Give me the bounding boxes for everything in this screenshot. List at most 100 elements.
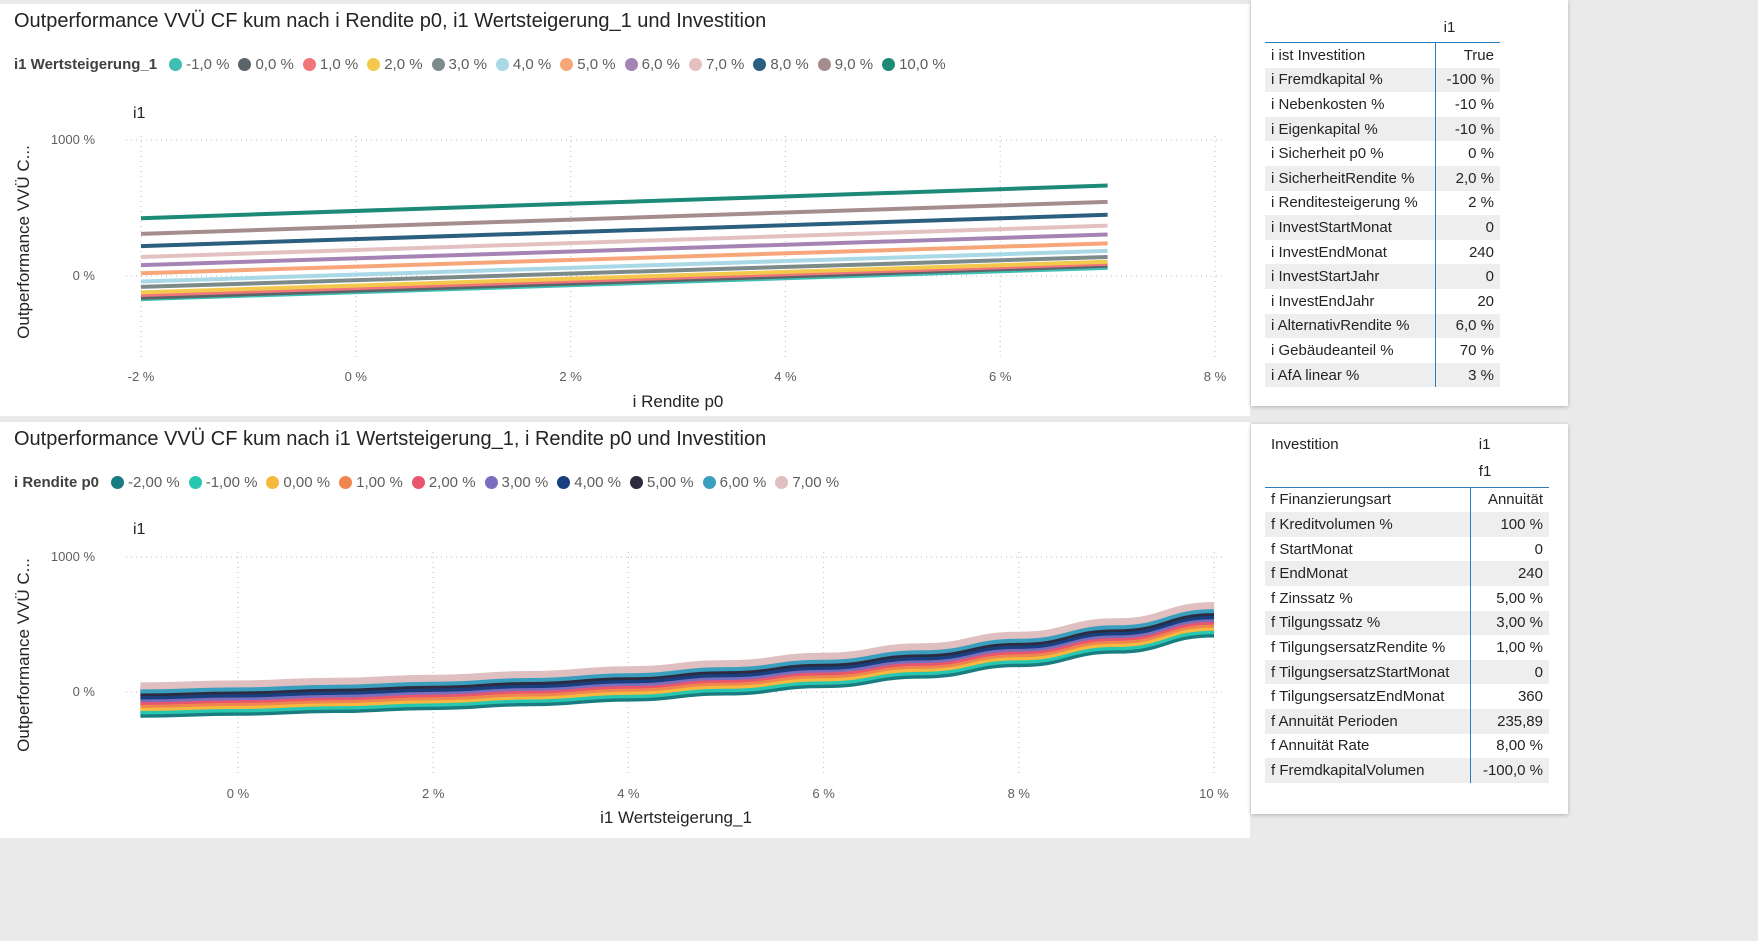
row-header-title: Investition	[1271, 435, 1339, 453]
matrix-row: f Annuität Perioden 235,89	[1265, 708, 1549, 734]
legend-item[interactable]: -1,0 %	[169, 56, 229, 73]
row-value: 0	[1435, 215, 1500, 240]
legend-item[interactable]: 2,00 %	[411, 474, 476, 491]
chart-panel-top: Outperformance VVÜ CF kum nach i Rendite…	[0, 4, 1250, 416]
x-tick-label: 6 %	[989, 369, 1012, 384]
row-value: True	[1435, 42, 1500, 68]
series-line[interactable]	[140, 254, 1108, 289]
row-label: i InvestEndJahr	[1271, 292, 1375, 310]
chart-title: Outperformance VVÜ CF kum nach i Rendite…	[14, 10, 767, 32]
legend-marker	[188, 475, 202, 489]
legend-label: 1,0 %	[319, 55, 359, 73]
row-value: 3,00 %	[1470, 610, 1549, 636]
row-label: f EndMonat	[1265, 561, 1471, 586]
series-line[interactable]	[140, 212, 1108, 249]
y-axis-title: Outperformance VVÜ C...	[14, 145, 33, 339]
header-corner	[1265, 456, 1471, 488]
matrix-table: Investition i1 f1 f Finanzierungsart Annu…	[1265, 432, 1549, 783]
x-tick-label: 0 %	[345, 369, 368, 384]
matrix-row: i SicherheitRendite % 2,0 %	[1265, 165, 1500, 191]
matrix-investition: i1 i ist Investition True i Fremdkapital %…	[1251, 0, 1568, 406]
matrix-row: f Finanzierungsart Annuität	[1265, 487, 1549, 513]
legend-label: -1,0 %	[186, 55, 230, 73]
legend-label: 2,0 %	[384, 55, 423, 73]
legend-item[interactable]: 10,0 %	[882, 56, 946, 73]
legend-label: 3,0 %	[448, 55, 487, 73]
series-line[interactable]	[140, 223, 1108, 259]
matrix-row: i AfA linear % 3 %	[1265, 362, 1500, 388]
legend-marker	[367, 57, 381, 71]
series-line[interactable]	[140, 606, 1215, 694]
matrix-row: i Eigenkapital % -10 %	[1265, 116, 1500, 142]
row-label: f Finanzierungsart	[1271, 491, 1392, 509]
legend-item[interactable]: 6,0 %	[624, 56, 680, 73]
x-tick-label: 4 %	[774, 369, 797, 384]
legend-item[interactable]: 2,0 %	[367, 55, 423, 73]
matrix-finanzierung: Investition i1 f1 f Finanzierungsart Annu…	[1251, 424, 1568, 814]
row-label: f TilgungsersatzStartMonat	[1265, 659, 1471, 685]
legend-item[interactable]: 9,0 %	[817, 56, 873, 73]
y-axis-title: Outperformance VVÜ C...	[14, 558, 33, 752]
matrix-row: f Tilgungssatz % 3,00 %	[1265, 610, 1549, 636]
series-line[interactable]	[140, 259, 1108, 295]
row-label: i Sicherheit p0 %	[1271, 145, 1384, 163]
legend-item[interactable]: -2,00 %	[111, 474, 180, 491]
legend-item[interactable]: -1,00 %	[188, 474, 257, 491]
legend-items: -2,00 % -1,00 % 0,00 % 1,00 % 2,00 % 3,00 % 4,…	[111, 474, 848, 491]
legend-label: 0,0 %	[255, 55, 294, 73]
y-tick-label: 0 %	[73, 684, 96, 699]
series-line[interactable]	[140, 183, 1108, 221]
x-tick-label: 2 %	[422, 786, 445, 801]
row-label: i AfA linear %	[1265, 362, 1436, 388]
legend-item[interactable]: 7,0 %	[688, 55, 745, 73]
series-line[interactable]	[140, 199, 1108, 236]
legend-item[interactable]: 3,0 %	[431, 55, 487, 73]
legend-item[interactable]: 3,00 %	[484, 474, 548, 491]
series-line[interactable]	[140, 602, 1215, 690]
legend-label: 7,0 %	[705, 55, 745, 73]
matrix-row: i Gebäudeanteil % 70 %	[1265, 338, 1500, 363]
legend-item[interactable]: 4,00 %	[557, 474, 621, 491]
row-label: i InvestStartMonat	[1265, 215, 1436, 240]
small-multiple-label: i1	[133, 521, 146, 538]
row-value: 0	[1470, 659, 1549, 685]
row-value: -100,0 %	[1470, 758, 1549, 783]
legend-item[interactable]: 5,0 %	[560, 56, 616, 73]
y-tick-label: 0 %	[73, 268, 96, 283]
row-label: i AlternativRendite %	[1265, 313, 1436, 339]
row-value: 240	[1435, 239, 1500, 265]
legend-item[interactable]: 0,0 %	[238, 55, 294, 73]
legend-marker	[302, 57, 316, 71]
legend-item[interactable]: 4,0 %	[495, 55, 552, 73]
row-value: 360	[1470, 684, 1549, 709]
legend-marker	[775, 475, 789, 489]
legend-label: -2,00 %	[128, 473, 180, 491]
legend-item[interactable]: 5,00 %	[629, 474, 694, 491]
legend-item[interactable]: 6,00 %	[702, 474, 766, 491]
matrix-row: f Zinssatz % 5,00 %	[1265, 585, 1549, 611]
row-value: -10 %	[1435, 116, 1500, 142]
row-value: 0 %	[1435, 141, 1500, 166]
row-value: 2 %	[1435, 190, 1500, 216]
line-chart-top: i1 1000 % 0 % -2 % 0 % 2 % 4 % 6 % 8 % i Rendite …	[14, 105, 1227, 411]
legend-label: 4,0 %	[512, 55, 552, 73]
chart-panel-bottom: Outperformance VVÜ CF kum nach i1 Wertst…	[0, 422, 1250, 838]
series-line[interactable]	[140, 232, 1108, 268]
legend-item[interactable]: 1,00 %	[339, 474, 403, 491]
matrix-row: f TilgungsersatzEndMonat 360	[1265, 684, 1549, 709]
series-line[interactable]	[140, 263, 1108, 300]
legend-item[interactable]: 1,0 %	[302, 55, 359, 73]
legend-marker	[169, 57, 183, 71]
x-tick-label: 4 %	[617, 786, 640, 801]
series-line[interactable]	[140, 261, 1108, 298]
legend-item[interactable]: 7,00 %	[775, 474, 839, 491]
matrix-row: i Fremdkapital % -100 %	[1265, 67, 1500, 93]
legend-title: i Rendite p0	[14, 473, 100, 491]
series-line[interactable]	[140, 248, 1108, 284]
legend-item[interactable]: 0,00 %	[266, 474, 330, 491]
legend-marker	[431, 57, 445, 71]
legend-item[interactable]: 8,0 %	[753, 56, 809, 73]
row-label: i Nebenkosten %	[1271, 95, 1385, 113]
x-tick-label: 8 %	[1008, 786, 1031, 801]
series-line[interactable]	[140, 241, 1108, 276]
